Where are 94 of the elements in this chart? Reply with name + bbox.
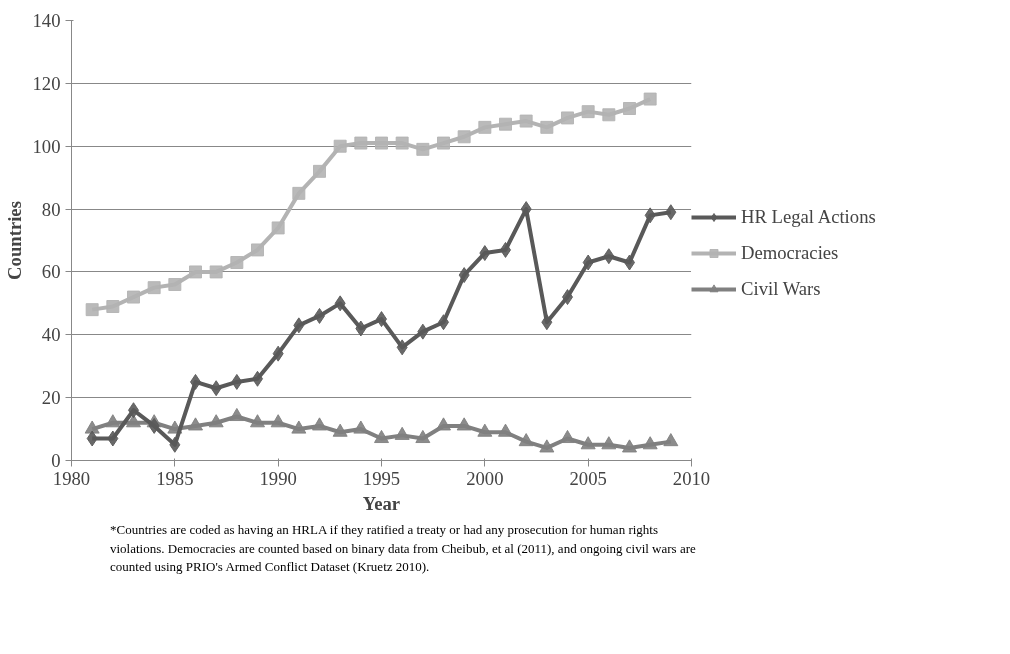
point (499, 117, 512, 131)
point (519, 114, 533, 128)
point (106, 300, 120, 313)
y-tick-label: 120 (32, 72, 61, 94)
point (168, 278, 182, 291)
point (312, 417, 327, 431)
point (209, 265, 223, 279)
point (208, 414, 224, 428)
point (293, 317, 305, 334)
point (189, 265, 202, 279)
legend-label: Civil Wars (741, 278, 821, 300)
point (396, 339, 408, 356)
point (126, 414, 141, 428)
point (334, 295, 346, 312)
point (622, 439, 637, 453)
legend-label: HR Legal Actions (741, 206, 876, 228)
point (518, 433, 534, 447)
point (105, 414, 121, 428)
point (643, 92, 657, 106)
point (539, 439, 555, 453)
point (477, 423, 493, 437)
point (353, 420, 369, 434)
y-tick-label: 40 (41, 324, 61, 346)
point (355, 320, 367, 337)
point (229, 407, 245, 422)
point (86, 430, 98, 447)
point (250, 414, 265, 428)
point (85, 303, 99, 317)
point (479, 245, 491, 262)
point (582, 254, 594, 271)
y-tick-label: 80 (41, 198, 61, 220)
x-tick-label: 1985 (156, 467, 194, 489)
point (456, 417, 472, 431)
point (271, 221, 285, 235)
point (332, 423, 348, 437)
point (169, 436, 181, 453)
point (374, 429, 389, 444)
point (561, 111, 574, 125)
point (602, 108, 616, 122)
point (665, 204, 677, 221)
point (417, 323, 429, 340)
y-tick-label: 140 (32, 10, 61, 31)
point (107, 430, 119, 447)
point (601, 436, 617, 450)
point (540, 120, 554, 134)
point (395, 136, 409, 150)
point (520, 201, 532, 218)
point (416, 142, 430, 156)
point (437, 136, 450, 150)
text: *Countries are coded as having an HRLA if they ratified a treaty or had any prosecution for human rights violations. Democracies are counted based on binary data from Cheibub, et al (2011), and ongoing civil wars are counted using PRIO's Armed Conflict Dataset (Kruetz 2010). (110, 521, 697, 577)
point (457, 130, 471, 144)
point (603, 248, 615, 265)
point (272, 345, 284, 362)
x-tick-label: 1990 (259, 467, 297, 489)
point (415, 429, 431, 444)
x-axis-title: Year (362, 492, 401, 514)
point (644, 207, 656, 224)
x-tick-label: 1995 (362, 467, 401, 489)
legend-label: Democracies (741, 242, 839, 264)
point (663, 433, 679, 447)
point (270, 414, 286, 428)
point (541, 314, 553, 331)
point (84, 420, 100, 434)
point (394, 426, 410, 440)
point (478, 120, 492, 134)
point (580, 436, 596, 450)
point (560, 429, 575, 444)
x-tick-label: 2005 (569, 467, 607, 489)
point (498, 423, 513, 437)
point (375, 136, 388, 150)
x-tick-label: 2000 (466, 467, 504, 489)
point (127, 290, 140, 304)
point (333, 139, 347, 153)
point (354, 136, 368, 150)
point (188, 417, 203, 431)
point (148, 417, 160, 434)
y-tick-label: 60 (41, 261, 61, 283)
point (251, 243, 264, 257)
point (291, 420, 307, 434)
point (147, 281, 161, 295)
point (292, 186, 306, 200)
point (623, 102, 636, 115)
point (313, 164, 326, 178)
point (230, 256, 244, 269)
x-tick-label: 2010 (672, 467, 711, 489)
y-axis-title: Countries (3, 201, 25, 280)
y-tick-label: 20 (41, 387, 61, 409)
point (436, 417, 451, 431)
point (581, 105, 595, 119)
point (231, 373, 243, 390)
y-tick-label: 100 (32, 135, 61, 157)
point (642, 436, 658, 450)
point (458, 267, 470, 284)
point (210, 380, 222, 397)
